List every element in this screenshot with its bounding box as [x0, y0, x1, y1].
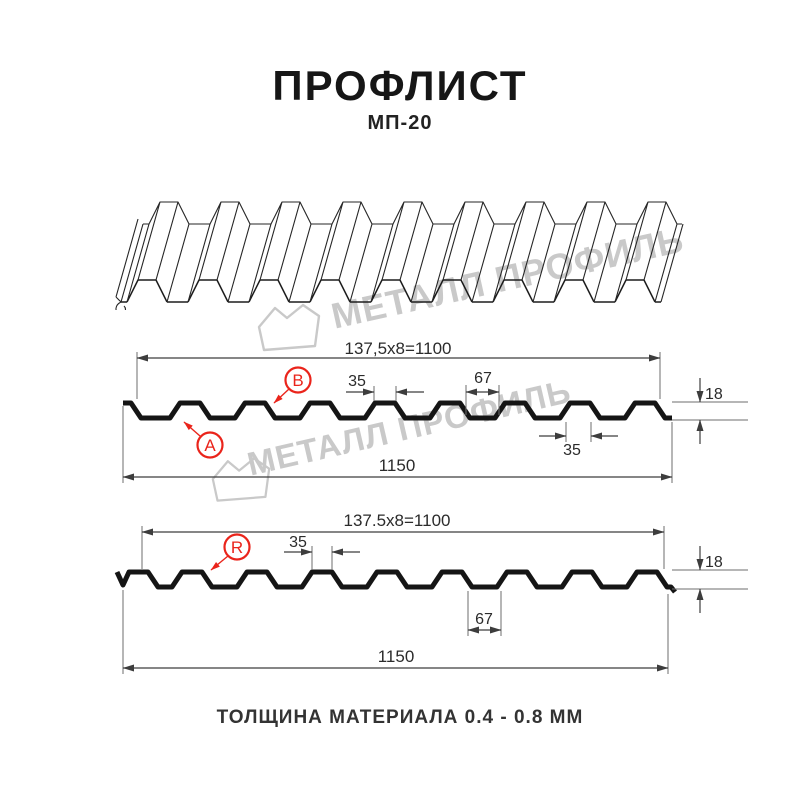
profile-diagram-a: 137,5x8=1100 35 67 18 35 [122, 339, 748, 483]
profile-a-outline [123, 400, 672, 421]
product-model: МП-20 [367, 112, 433, 134]
dim-crest-b-label: 35 [289, 534, 307, 551]
marker-r-letter: R [231, 538, 243, 557]
dim-ribbase-a-label: 35 [563, 442, 581, 459]
material-thickness-note: ТОЛЩИНА МАТЕРИАЛА 0.4 - 0.8 ММ [216, 707, 584, 728]
dim-valley-b-label: 67 [475, 611, 493, 628]
marker-r: R [210, 533, 251, 571]
dim-overall-b: 1150 [122, 590, 669, 674]
dim-height-b: 18 [672, 546, 748, 613]
dim-overall-a-label: 1150 [379, 456, 416, 475]
dim-crest-a-label: 35 [348, 373, 366, 390]
dim-ribbase-a: 35 [539, 422, 618, 459]
dim-pitch-a-label: 137,5x8=1100 [345, 339, 452, 358]
marker-b: B [273, 366, 312, 404]
marker-b-letter: B [292, 371, 303, 390]
watermark-logo-icon [211, 457, 271, 502]
watermark-logo-icon [257, 303, 321, 352]
profile-b-outline [114, 569, 677, 594]
dim-height-a-label: 18 [705, 386, 723, 403]
page-title: ПРОФЛИСТ [272, 62, 528, 109]
dim-height-b-label: 18 [705, 554, 723, 571]
dim-crest-a: 35 [346, 373, 424, 401]
dim-pitch-b: 137.5x8=1100 [141, 511, 665, 569]
dim-pitch-b-label: 137.5x8=1100 [344, 511, 451, 530]
dim-valley-a-label: 67 [474, 370, 492, 387]
marker-a-letter: A [204, 436, 216, 455]
dim-pitch-a: 137,5x8=1100 [136, 339, 661, 399]
dim-overall-a: 1150 [122, 406, 673, 483]
marker-a: A [183, 421, 224, 459]
dim-valley-b: 67 [467, 591, 502, 636]
dim-valley-a: 67 [465, 370, 500, 415]
profile-diagram-b: 137.5x8=1100 35 67 18 1150 [114, 511, 748, 674]
dim-crest-b: 35 [284, 534, 360, 570]
sheet-3d-view [115, 201, 684, 310]
dim-height-a: 18 [672, 378, 748, 444]
dim-overall-b-label: 1150 [378, 647, 415, 666]
